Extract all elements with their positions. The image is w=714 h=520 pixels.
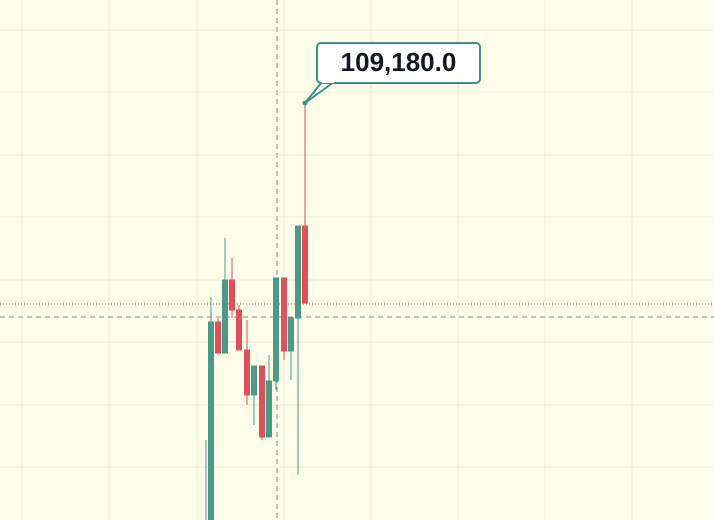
candle: [251, 365, 257, 425]
candle: [229, 258, 235, 318]
candles: [205, 103, 308, 520]
price-label: 109,180.0: [341, 47, 457, 77]
candle: [222, 238, 228, 354]
candle: [288, 317, 294, 380]
candle: [266, 355, 272, 438]
candle: [208, 297, 214, 520]
candle: [281, 277, 287, 360]
candle: [259, 365, 265, 440]
candle: [215, 318, 221, 354]
candle: [273, 277, 279, 390]
candle: [236, 305, 242, 351]
candle: [244, 320, 250, 405]
price-callout: 109,180.0: [302, 42, 481, 106]
callout-box: [316, 42, 481, 84]
candle: [302, 103, 308, 304]
candle: [295, 225, 301, 475]
